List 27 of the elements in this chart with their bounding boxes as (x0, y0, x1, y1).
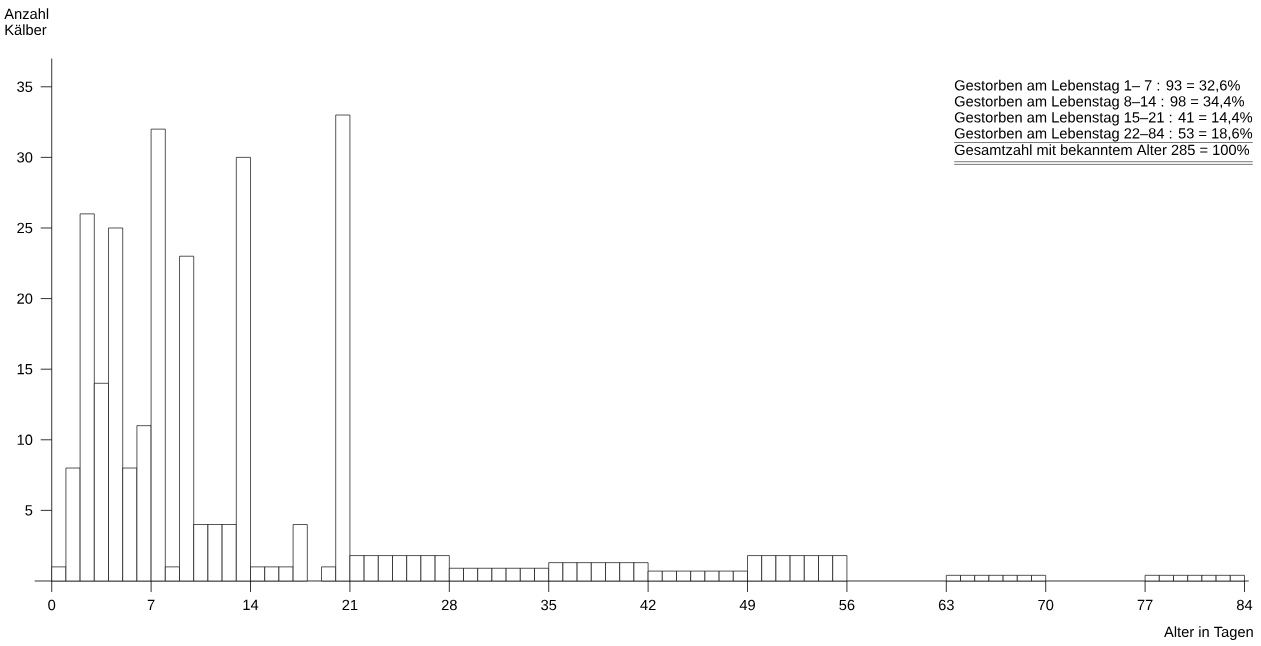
x-tick-label: 56 (839, 599, 855, 611)
x-tick-label: 7 (147, 599, 155, 610)
x-tick-label: 28 (441, 599, 457, 611)
y-tick-label: 15 (17, 364, 33, 375)
x-tick-label: 63 (938, 599, 954, 611)
y-axis-title: Anzahl Kälber (4, 8, 49, 36)
x-tick-label: 14 (243, 599, 259, 610)
y-tick-label: 35 (17, 81, 33, 92)
x-tick-label: 21 (342, 599, 358, 611)
annotation: Gestorben am Lebenstag 8–14 : 98 = 34,4% (954, 95, 1244, 110)
x-tick-label: 70 (1038, 599, 1054, 611)
y-tick-label: 30 (17, 152, 33, 163)
x-tick-label: 42 (640, 599, 656, 611)
y-tick-label: 5 (25, 505, 33, 516)
x-tick-label: 84 (1236, 599, 1253, 611)
annotation: Gestorben am Lebenstag 1– 7 : 93 = 32,6% (954, 79, 1240, 94)
x-tick-label: 77 (1137, 599, 1153, 610)
x-tick-label: 35 (541, 599, 557, 611)
x-tick-label: 49 (739, 599, 755, 611)
annotation: Gestorben am Lebenstag 15–21 : 41 = 14,4% (954, 111, 1253, 126)
x-axis-title: Alter in Tagen (1164, 626, 1253, 640)
y-tick-label: 10 (17, 434, 33, 445)
annotation: Gestorben am Lebenstag 22–84 : 53 = 18,6% (954, 127, 1253, 142)
y-tick-label: 25 (17, 222, 33, 234)
x-tick-label: 0 (48, 599, 56, 611)
annotation: Gesamtzahl mit bekanntem Alter 285 = 100% (954, 144, 1250, 156)
y-tick-label: 20 (17, 293, 33, 304)
